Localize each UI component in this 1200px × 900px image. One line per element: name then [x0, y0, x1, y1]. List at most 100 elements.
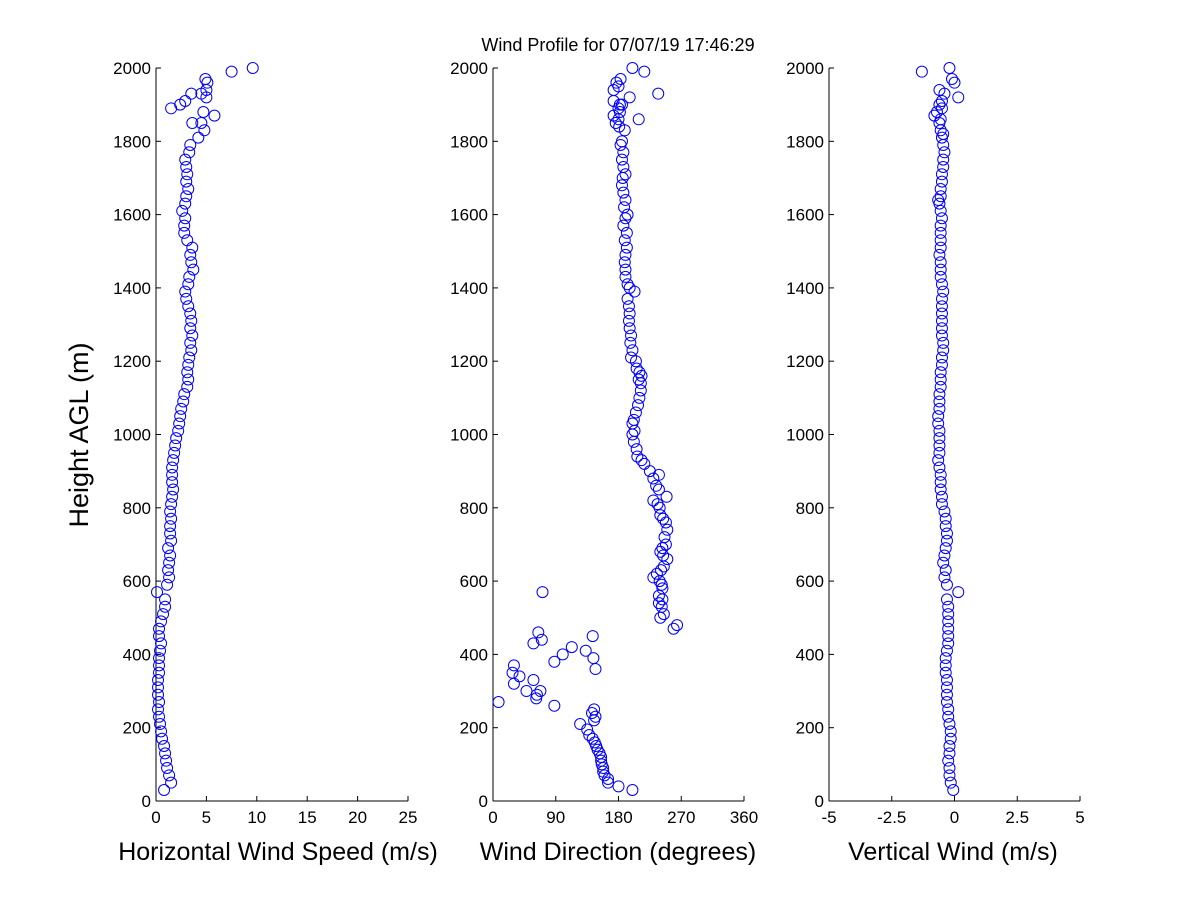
direction-data-point	[652, 597, 665, 610]
vertical-data-point	[937, 160, 950, 173]
speed-data-point	[168, 446, 181, 459]
direction-data-point	[536, 586, 549, 599]
speed-data-point	[153, 630, 166, 643]
direction-data-point	[534, 685, 547, 698]
speed-y-tick-label: 200	[123, 719, 151, 738]
speed-data-point	[182, 373, 195, 386]
direction-data-point	[659, 538, 672, 551]
vertical-y-tick-label: 2000	[786, 59, 824, 78]
vertical-data-point	[938, 571, 951, 584]
vertical-x-tick-label: -5	[821, 808, 836, 827]
direction-data-point	[624, 336, 637, 349]
vertical-data-point	[942, 608, 955, 621]
direction-data-point	[617, 186, 630, 199]
direction-data-point	[609, 116, 622, 129]
vertical-data-point	[938, 146, 951, 159]
direction-data-point	[650, 479, 663, 492]
direction-data-point	[632, 113, 645, 126]
speed-data-point	[192, 131, 205, 144]
vertical-data-point	[934, 483, 947, 496]
vertical-data-point	[934, 468, 947, 481]
speed-x-tick-label: 0	[151, 808, 160, 827]
speed-data-point	[154, 718, 167, 731]
speed-data-point	[180, 190, 193, 203]
direction-data-point	[671, 619, 684, 632]
direction-data-point	[588, 703, 601, 716]
speed-y-tick-label: 1000	[113, 426, 151, 445]
direction-data-point	[492, 696, 505, 709]
vertical-data-point	[933, 395, 946, 408]
vertical-data-point	[933, 439, 946, 452]
speed-data-point	[177, 395, 190, 408]
speed-x-tick-label: 20	[348, 808, 367, 827]
direction-data-point	[579, 644, 592, 657]
vertical-data-point	[942, 630, 955, 643]
speed-data-point	[225, 65, 238, 78]
speed-data-point	[152, 681, 165, 694]
vertical-data-point	[935, 168, 948, 181]
vertical-data-point	[935, 351, 948, 364]
direction-data-point	[621, 278, 634, 291]
direction-data-point	[655, 564, 668, 577]
vertical-data-point	[935, 322, 948, 335]
direction-data-point	[625, 329, 638, 342]
speed-data-point	[165, 534, 178, 547]
speed-data-point	[184, 336, 197, 349]
direction-data-point	[657, 512, 670, 525]
speed-data-point	[174, 410, 187, 423]
speed-data-point	[180, 160, 193, 173]
speed-data-point	[178, 226, 191, 239]
direction-data-point	[556, 648, 569, 661]
direction-data-point	[532, 626, 545, 639]
vertical-y-tick-label: 800	[796, 499, 824, 518]
direction-data-point	[513, 670, 526, 683]
vertical-data-point	[940, 593, 953, 606]
speed-x-tick-label: 10	[247, 808, 266, 827]
speed-y-tick-label: 400	[123, 645, 151, 664]
direction-data-point	[613, 120, 626, 133]
direction-data-point	[618, 234, 631, 247]
speed-data-point	[158, 740, 171, 753]
speed-data-point	[208, 109, 221, 122]
direction-data-point	[617, 160, 630, 173]
speed-data-point	[198, 124, 211, 137]
vertical-data-point	[934, 366, 947, 379]
vertical-data-point	[942, 600, 955, 613]
speed-data-point	[165, 776, 178, 789]
direction-y-tick-label: 1800	[450, 132, 488, 151]
vertical-data-point	[933, 98, 946, 111]
vertical-data-point	[942, 703, 955, 716]
vertical-y-tick-label: 1000	[786, 426, 824, 445]
vertical-data-point	[940, 674, 953, 687]
vertical-data-point	[934, 476, 947, 489]
speed-data-point	[164, 520, 177, 533]
vertical-data-point	[933, 432, 946, 445]
speed-data-point	[164, 549, 177, 562]
speed-data-point	[179, 94, 192, 107]
speed-data-point	[181, 234, 194, 247]
direction-data-point	[651, 498, 664, 511]
direction-data-point	[658, 531, 671, 544]
direction-data-point	[618, 201, 631, 214]
direction-data-point	[630, 362, 643, 375]
direction-data-point	[647, 494, 660, 507]
speed-x-tick-label: 25	[399, 808, 418, 827]
vertical-x-tick-label: 5	[1075, 808, 1084, 827]
vertical-data-point	[939, 666, 952, 679]
direction-data-point	[619, 248, 632, 261]
vertical-data-point	[934, 373, 947, 386]
direction-data-point	[612, 780, 625, 793]
vertical-data-point	[939, 652, 952, 665]
speed-data-point	[179, 285, 192, 298]
direction-data-point	[623, 91, 636, 104]
vertical-data-point	[933, 83, 946, 96]
direction-y-tick-label: 200	[460, 719, 488, 738]
vertical-data-point	[937, 336, 950, 349]
vertical-data-point	[937, 285, 950, 298]
direction-data-point	[657, 608, 670, 621]
vertical-data-point	[937, 344, 950, 357]
speed-data-point	[169, 439, 182, 452]
direction-data-point	[620, 226, 633, 239]
speed-y-tick-label: 1400	[113, 279, 151, 298]
vertical-data-point	[934, 380, 947, 393]
